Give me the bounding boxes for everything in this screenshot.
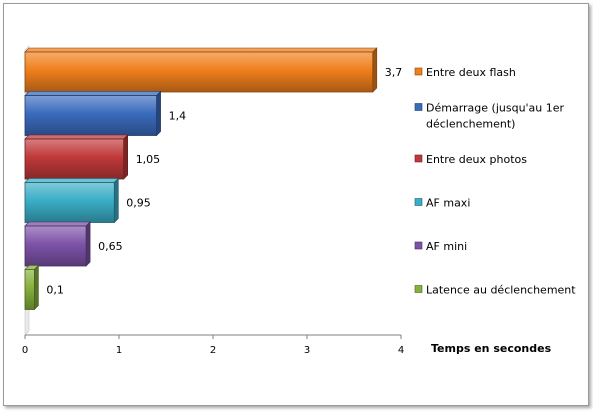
legend-swatch xyxy=(414,67,423,76)
bar-side-face xyxy=(34,264,39,311)
data-label-2: 1,4 xyxy=(169,110,187,123)
bar-side-face xyxy=(156,90,161,137)
bar-5 xyxy=(24,221,91,267)
legend-label: AF maxi xyxy=(426,197,470,210)
legend-swatch xyxy=(414,198,423,206)
legend-entry-2: Démarrage (jusqu'au 1er déclenchement) xyxy=(414,102,565,131)
bar-side-face xyxy=(123,134,128,180)
legend-swatch xyxy=(414,285,423,293)
legend-entry-6: Latence au déclenchement xyxy=(414,284,576,297)
legend-swatch xyxy=(414,241,423,250)
bar-1 xyxy=(24,47,378,93)
legend-label: Démarrage (jusqu'au 1er xyxy=(426,102,565,115)
bar-front-face xyxy=(24,138,125,180)
bar-top-face xyxy=(24,134,129,140)
legend-label: Entre deux photos xyxy=(426,153,527,166)
bar-side-face xyxy=(85,221,91,267)
bar-side-face xyxy=(372,47,378,93)
legend-swatch xyxy=(414,154,423,163)
bar-top-face xyxy=(24,91,162,96)
legend-label: Latence au déclenchement xyxy=(426,284,576,297)
legend-entry-4: AF maxi xyxy=(414,197,470,210)
bar-front-face xyxy=(24,95,158,136)
x-tick-label: 0 xyxy=(22,345,28,356)
bar-4 xyxy=(24,177,120,224)
legend-entry-5: AF mini xyxy=(414,240,467,253)
bar-top-face xyxy=(24,47,378,53)
x-tick-label: 2 xyxy=(210,345,216,356)
x-tick-label: 4 xyxy=(398,345,404,356)
x-tick-label: 3 xyxy=(304,345,310,356)
bar-front-face xyxy=(24,182,115,223)
bar-chart: 0 1 2 3 4 3,7 1,4 1,05 0,95 0,65 0,1 Entre deux f… xyxy=(22,45,576,356)
legend-entry-3: Entre deux photos xyxy=(414,153,527,166)
legend-label: déclenchement) xyxy=(426,118,515,131)
bar-6 xyxy=(24,264,40,311)
bar-2 xyxy=(24,90,162,137)
data-label-5: 0,65 xyxy=(98,240,123,253)
bar-front-face xyxy=(24,225,87,267)
bar-top-face xyxy=(24,221,91,227)
bar-front-face xyxy=(24,269,35,310)
bar-3 xyxy=(24,134,129,180)
legend-entry-1: Entre deux flash xyxy=(414,66,516,79)
data-label-6: 0,1 xyxy=(46,284,64,297)
legend-label: AF mini xyxy=(426,240,467,253)
x-tick-label: 1 xyxy=(116,345,122,356)
legend-swatch xyxy=(414,103,423,111)
bar-top-face xyxy=(24,178,120,183)
data-label-1: 3,7 xyxy=(385,66,403,79)
legend: Entre deux flash Démarrage (jusqu'au 1er d… xyxy=(414,66,576,297)
bar-side-face xyxy=(114,177,119,224)
legend-label: Entre deux flash xyxy=(426,66,516,79)
x-axis-title: Temps en secondes xyxy=(431,342,552,355)
bars-layer xyxy=(24,47,378,311)
bar-front-face xyxy=(24,51,374,93)
data-labels: 3,7 1,4 1,05 0,95 0,65 0,1 xyxy=(46,66,402,297)
x-axis: 0 1 2 3 4 xyxy=(22,334,404,356)
data-label-3: 1,05 xyxy=(136,153,161,166)
data-label-4: 0,95 xyxy=(126,197,151,210)
chart-frame: 0 1 2 3 4 3,7 1,4 1,05 0,95 0,65 0,1 Entre deux f… xyxy=(3,3,589,406)
